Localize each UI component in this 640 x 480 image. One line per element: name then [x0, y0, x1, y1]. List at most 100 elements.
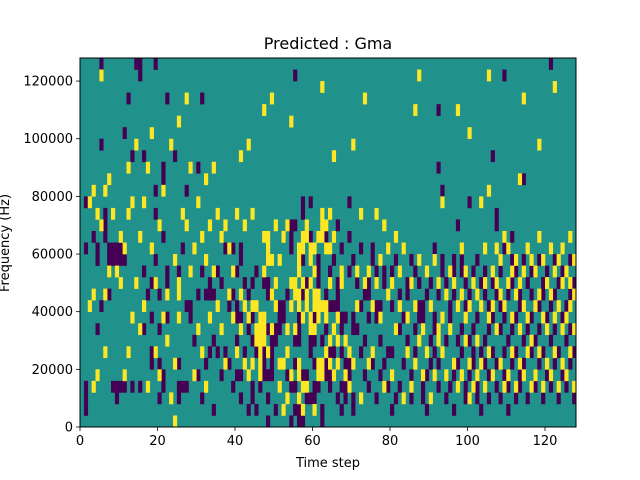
heatmap-cell-low	[95, 242, 100, 255]
heatmap-cell-low	[269, 346, 275, 359]
heatmap-cell-low	[525, 277, 530, 289]
heatmap-cell-low	[393, 392, 399, 405]
heatmap-cell-high	[533, 300, 538, 312]
heatmap-cell-high	[552, 265, 557, 278]
heatmap-cell-low	[359, 300, 364, 312]
heatmap-cell-high	[421, 323, 426, 336]
heatmap-cell-low	[281, 311, 286, 324]
heatmap-cell-low	[122, 380, 127, 393]
heatmap-cell-low	[161, 173, 166, 186]
heatmap-cell-low	[262, 346, 267, 359]
heatmap-cell-low	[525, 323, 530, 336]
heatmap-cell-low	[390, 265, 395, 278]
heatmap-cell-low	[351, 323, 356, 336]
heatmap-cell-low	[374, 311, 379, 324]
heatmap-cell-low	[324, 230, 329, 243]
heatmap-cell-low	[223, 242, 228, 255]
heatmap-cell-low	[266, 277, 271, 289]
heatmap-cell-high	[145, 161, 151, 174]
heatmap-cell-high	[130, 196, 135, 209]
heatmap-cell-high	[362, 92, 368, 105]
heatmap-cell-low	[238, 254, 244, 266]
heatmap-cell-high	[258, 334, 263, 347]
heatmap-cell-low	[421, 380, 426, 393]
heatmap-cell-low	[293, 380, 298, 393]
heatmap-cell-low	[207, 346, 213, 359]
heatmap-cell-low	[142, 323, 147, 336]
heatmap-cell-high	[401, 242, 406, 255]
heatmap-cell-low	[401, 357, 406, 370]
heatmap-cell-low	[448, 380, 453, 393]
heatmap-cell-high	[444, 369, 449, 382]
heatmap-cell-low	[467, 196, 472, 209]
heatmap-cell-low	[494, 219, 499, 232]
heatmap-cell-high	[289, 369, 294, 382]
heatmap-cell-low	[362, 288, 368, 301]
heatmap-cell-low	[157, 357, 162, 370]
heatmap-cell-high	[324, 219, 329, 232]
heatmap-cell-high	[459, 288, 464, 301]
heatmap-cell-high	[285, 346, 290, 359]
heatmap-cell-low	[510, 254, 515, 266]
heatmap-cell-high	[324, 346, 329, 359]
heatmap-cell-high	[173, 254, 178, 266]
heatmap-cell-low	[382, 277, 387, 289]
heatmap-cell-high	[320, 369, 325, 382]
heatmap-cell-low	[490, 150, 495, 163]
heatmap-cell-low	[246, 288, 251, 301]
heatmap-cell-high	[134, 277, 139, 289]
heatmap-cell-low	[188, 311, 193, 324]
heatmap-cell-low	[83, 196, 89, 209]
heatmap-cell-high	[277, 357, 282, 370]
heatmap-cell-low	[413, 346, 418, 359]
heatmap-cell-low	[153, 184, 158, 197]
heatmap-cell-high	[246, 311, 251, 324]
heatmap-cell-low	[362, 369, 368, 382]
heatmap-cell-high	[277, 254, 282, 266]
heatmap-cell-high	[111, 207, 116, 220]
heatmap-cell-low	[200, 92, 205, 105]
heatmap-cell-high	[517, 357, 523, 370]
heatmap-cell-low	[254, 265, 259, 278]
heatmap-cell-low	[246, 403, 251, 416]
heatmap-cell-low	[537, 254, 542, 266]
heatmap-cell-low	[153, 58, 158, 70]
heatmap-cell-high	[114, 265, 120, 278]
heatmap-cell-high	[316, 357, 321, 370]
heatmap-cell-low	[149, 357, 154, 370]
heatmap-cell-high	[560, 277, 565, 289]
heatmap-cell-high	[517, 277, 523, 289]
heatmap-cell-low	[517, 300, 523, 312]
heatmap-cell-low	[308, 346, 313, 359]
heatmap-cell-high	[235, 346, 240, 359]
heatmap-cell-low	[262, 277, 267, 289]
heatmap-cell-low	[409, 392, 414, 405]
heatmap-cell-low	[227, 357, 232, 370]
heatmap-cell-high	[180, 207, 185, 220]
heatmap-cell-low	[153, 207, 158, 220]
heatmap-cell-low	[428, 334, 433, 347]
heatmap-cell-high	[258, 357, 263, 370]
heatmap-cell-high	[145, 380, 151, 393]
y-tick-label: 40000	[32, 305, 73, 320]
heatmap-cell-low	[192, 334, 197, 347]
heatmap-cell-high	[405, 346, 410, 359]
heatmap-cell-low	[548, 300, 554, 312]
heatmap-cell-low	[219, 277, 224, 289]
heatmap-cell-low	[339, 403, 344, 416]
heatmap-cell-low	[494, 380, 499, 393]
heatmap-cell-high	[397, 265, 402, 278]
heatmap-cell-high	[517, 323, 523, 336]
heatmap-cell-low	[300, 415, 306, 428]
heatmap-cell-low	[347, 369, 352, 382]
heatmap-cell-low	[149, 277, 154, 289]
heatmap-cell-high	[169, 392, 174, 405]
heatmap-cell-low	[436, 288, 441, 301]
heatmap-cell-low	[118, 380, 123, 393]
heatmap-cell-high	[304, 380, 309, 393]
heatmap-cell-high	[277, 380, 282, 393]
heatmap-cell-high	[289, 277, 294, 289]
heatmap-cell-high	[471, 277, 476, 289]
heatmap-cell-low	[560, 265, 565, 278]
